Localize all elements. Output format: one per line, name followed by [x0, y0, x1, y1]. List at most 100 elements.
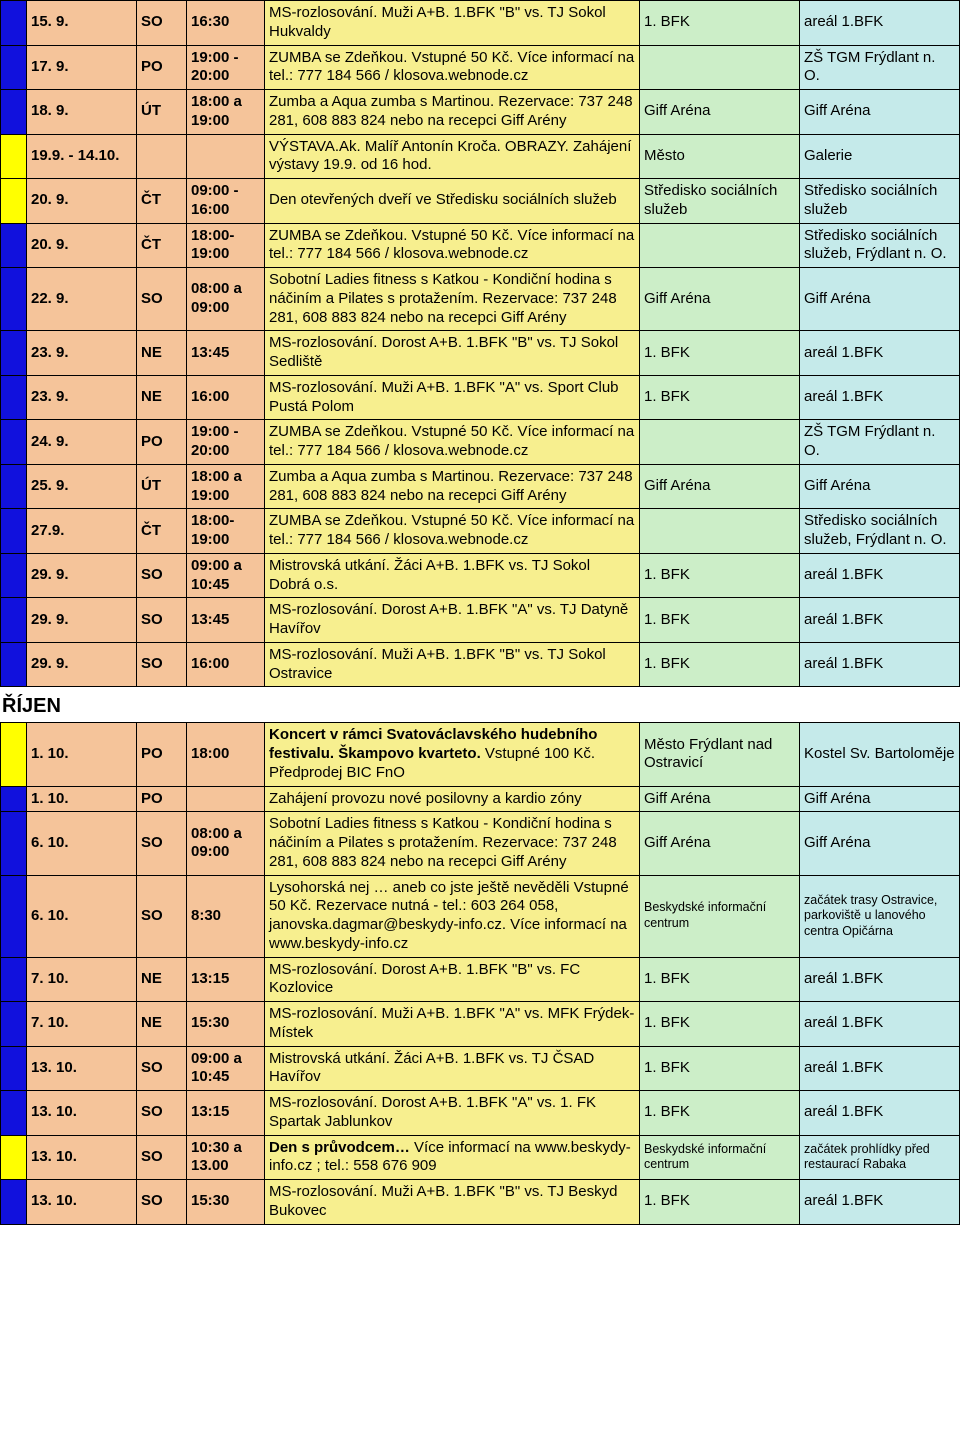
event-description: Mistrovská utkání. Žáci A+B. 1.BFK vs. T…	[265, 1046, 640, 1091]
event-date: 19.9. - 14.10.	[27, 134, 137, 179]
event-date: 13. 10.	[27, 1135, 137, 1180]
table-row: 29. 9.SO13:45MS-rozlosování. Dorost A+B.…	[1, 598, 960, 643]
event-place: začátek trasy Ostravice, parkoviště u la…	[800, 875, 960, 957]
event-day: NE	[137, 1002, 187, 1047]
event-place: Giff Aréna	[800, 812, 960, 875]
event-date: 13. 10.	[27, 1091, 137, 1136]
event-organizer: 1. BFK	[640, 642, 800, 687]
event-table: 15. 9.SO16:30MS-rozlosování. Muži A+B. 1…	[0, 0, 960, 687]
table-row: 13. 10.SO10:30 a 13.00Den s průvodcem… V…	[1, 1135, 960, 1180]
row-marker	[1, 223, 27, 268]
event-time: 19:00 - 20:00	[187, 420, 265, 465]
event-place: areál 1.BFK	[800, 1180, 960, 1225]
row-marker	[1, 553, 27, 598]
event-time: 19:00 - 20:00	[187, 45, 265, 90]
event-time: 16:00	[187, 375, 265, 420]
event-day: NE	[137, 375, 187, 420]
event-description: MS-rozlosování. Muži A+B. 1.BFK "A" vs. …	[265, 375, 640, 420]
table-row: 7. 10.NE13:15MS-rozlosování. Dorost A+B.…	[1, 957, 960, 1002]
event-organizer: 1. BFK	[640, 957, 800, 1002]
event-day: SO	[137, 1091, 187, 1136]
event-description: MS-rozlosování. Dorost A+B. 1.BFK "B" vs…	[265, 331, 640, 376]
event-time: 16:30	[187, 1, 265, 46]
event-day	[137, 134, 187, 179]
event-day: PO	[137, 786, 187, 812]
event-organizer: 1. BFK	[640, 1046, 800, 1091]
event-place: Giff Aréna	[800, 268, 960, 331]
event-place: areál 1.BFK	[800, 553, 960, 598]
event-description: Den otevřených dveří ve Středisku sociál…	[265, 179, 640, 224]
event-date: 27.9.	[27, 509, 137, 554]
event-table: 1. 10.PO18:00Koncert v rámci Svatováclav…	[0, 722, 960, 1224]
event-organizer: Středisko sociálních služeb	[640, 179, 800, 224]
event-day: ČT	[137, 223, 187, 268]
table-row: 19.9. - 14.10.VÝSTAVA.Ak. Malíř Antonín …	[1, 134, 960, 179]
event-time: 13:45	[187, 331, 265, 376]
event-date: 20. 9.	[27, 179, 137, 224]
event-time: 10:30 a 13.00	[187, 1135, 265, 1180]
row-marker	[1, 812, 27, 875]
event-organizer	[640, 45, 800, 90]
table-row: 23. 9.NE16:00MS-rozlosování. Muži A+B. 1…	[1, 375, 960, 420]
row-marker	[1, 134, 27, 179]
event-description: Sobotní Ladies fitness s Katkou - Kondič…	[265, 812, 640, 875]
row-marker	[1, 1091, 27, 1136]
table-row: 7. 10.NE15:30MS-rozlosování. Muži A+B. 1…	[1, 1002, 960, 1047]
event-place: začátek prohlídky před restaurací Rabaka	[800, 1135, 960, 1180]
event-date: 1. 10.	[27, 723, 137, 786]
event-place: Giff Aréna	[800, 90, 960, 135]
event-day: NE	[137, 331, 187, 376]
event-place: areál 1.BFK	[800, 642, 960, 687]
event-organizer: Giff Aréna	[640, 268, 800, 331]
event-time: 09:00 a 10:45	[187, 1046, 265, 1091]
event-day: SO	[137, 642, 187, 687]
event-place: Giff Aréna	[800, 464, 960, 509]
row-marker	[1, 1135, 27, 1180]
event-date: 6. 10.	[27, 812, 137, 875]
event-place: areál 1.BFK	[800, 375, 960, 420]
event-place: Giff Aréna	[800, 786, 960, 812]
event-organizer: 1. BFK	[640, 1, 800, 46]
event-day: ÚT	[137, 90, 187, 135]
table-row: 6. 10.SO8:30Lysohorská nej … aneb co jst…	[1, 875, 960, 957]
event-time: 18:00- 19:00	[187, 509, 265, 554]
event-place: Středisko sociálních služeb, Frýdlant n.…	[800, 509, 960, 554]
event-date: 17. 9.	[27, 45, 137, 90]
event-organizer: Město	[640, 134, 800, 179]
event-place: areál 1.BFK	[800, 957, 960, 1002]
row-marker	[1, 45, 27, 90]
row-marker	[1, 957, 27, 1002]
event-day: SO	[137, 598, 187, 643]
event-day: NE	[137, 957, 187, 1002]
table-row: 20. 9.ČT18:00- 19:00ZUMBA se Zdeňkou. Vs…	[1, 223, 960, 268]
event-place: areál 1.BFK	[800, 1002, 960, 1047]
table-row: 24. 9.PO19:00 - 20:00ZUMBA se Zdeňkou. V…	[1, 420, 960, 465]
row-marker	[1, 786, 27, 812]
event-date: 6. 10.	[27, 875, 137, 957]
event-description: ZUMBA se Zdeňkou. Vstupné 50 Kč. Více in…	[265, 509, 640, 554]
row-marker	[1, 464, 27, 509]
event-place: Středisko sociálních služeb	[800, 179, 960, 224]
event-description: ZUMBA se Zdeňkou. Vstupné 50 Kč. Více in…	[265, 223, 640, 268]
event-time: 09:00 a 10:45	[187, 553, 265, 598]
event-place: Kostel Sv. Bartoloměje	[800, 723, 960, 786]
event-time: 13:15	[187, 1091, 265, 1136]
event-description: Mistrovská utkání. Žáci A+B. 1.BFK vs. T…	[265, 553, 640, 598]
event-place: ZŠ TGM Frýdlant n. O.	[800, 45, 960, 90]
event-organizer: Giff Aréna	[640, 812, 800, 875]
table-row: 20. 9.ČT09:00 - 16:00Den otevřených dveř…	[1, 179, 960, 224]
event-date: 18. 9.	[27, 90, 137, 135]
event-day: SO	[137, 268, 187, 331]
event-organizer	[640, 223, 800, 268]
event-place: Středisko sociálních služeb, Frýdlant n.…	[800, 223, 960, 268]
event-date: 23. 9.	[27, 331, 137, 376]
month-heading: ŘÍJEN	[0, 687, 960, 722]
table-row: 27.9.ČT18:00- 19:00ZUMBA se Zdeňkou. Vst…	[1, 509, 960, 554]
event-date: 22. 9.	[27, 268, 137, 331]
event-organizer: Město Frýdlant nad Ostravicí	[640, 723, 800, 786]
event-organizer: Beskydské informační centrum	[640, 875, 800, 957]
event-organizer: 1. BFK	[640, 375, 800, 420]
table-row: 29. 9.SO09:00 a 10:45Mistrovská utkání. …	[1, 553, 960, 598]
event-description: Den s průvodcem… Více informací na www.b…	[265, 1135, 640, 1180]
event-organizer: Giff Aréna	[640, 464, 800, 509]
